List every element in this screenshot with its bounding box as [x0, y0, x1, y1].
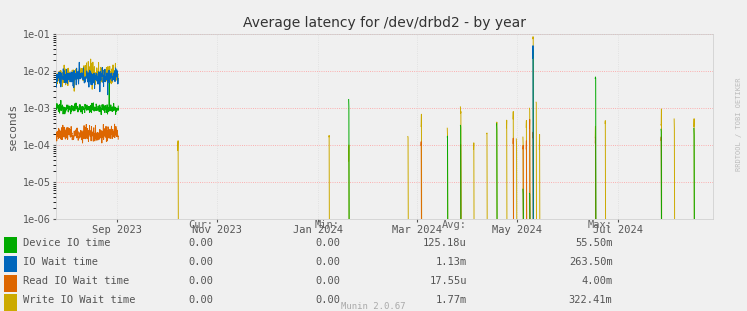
FancyBboxPatch shape — [4, 275, 17, 292]
Text: Avg:: Avg: — [442, 220, 467, 230]
Title: Average latency for /dev/drbd2 - by year: Average latency for /dev/drbd2 - by year — [244, 16, 526, 30]
Text: 0.00: 0.00 — [315, 295, 340, 305]
Text: Read IO Wait time: Read IO Wait time — [23, 276, 129, 286]
Text: RRDTOOL / TOBI OETIKER: RRDTOOL / TOBI OETIKER — [736, 78, 742, 171]
Text: Cur:: Cur: — [188, 220, 213, 230]
FancyBboxPatch shape — [4, 237, 17, 253]
Text: 0.00: 0.00 — [188, 276, 213, 286]
Text: 1.13m: 1.13m — [436, 257, 467, 267]
FancyBboxPatch shape — [4, 256, 17, 272]
Y-axis label: seconds: seconds — [8, 103, 19, 150]
Text: 0.00: 0.00 — [315, 238, 340, 248]
Text: IO Wait time: IO Wait time — [23, 257, 98, 267]
Text: 0.00: 0.00 — [315, 276, 340, 286]
Text: 0.00: 0.00 — [315, 257, 340, 267]
Text: 322.41m: 322.41m — [568, 295, 613, 305]
Text: Munin 2.0.67: Munin 2.0.67 — [341, 302, 406, 311]
Text: 263.50m: 263.50m — [568, 257, 613, 267]
Text: Device IO time: Device IO time — [23, 238, 111, 248]
Text: 4.00m: 4.00m — [581, 276, 613, 286]
Text: 0.00: 0.00 — [188, 238, 213, 248]
Text: 17.55u: 17.55u — [430, 276, 467, 286]
Text: 0.00: 0.00 — [188, 257, 213, 267]
Text: 0.00: 0.00 — [188, 295, 213, 305]
Text: 55.50m: 55.50m — [575, 238, 613, 248]
FancyBboxPatch shape — [4, 295, 17, 311]
Text: Min:: Min: — [315, 220, 340, 230]
Text: 1.77m: 1.77m — [436, 295, 467, 305]
Text: 125.18u: 125.18u — [423, 238, 467, 248]
Text: Write IO Wait time: Write IO Wait time — [23, 295, 136, 305]
Text: Max:: Max: — [588, 220, 613, 230]
